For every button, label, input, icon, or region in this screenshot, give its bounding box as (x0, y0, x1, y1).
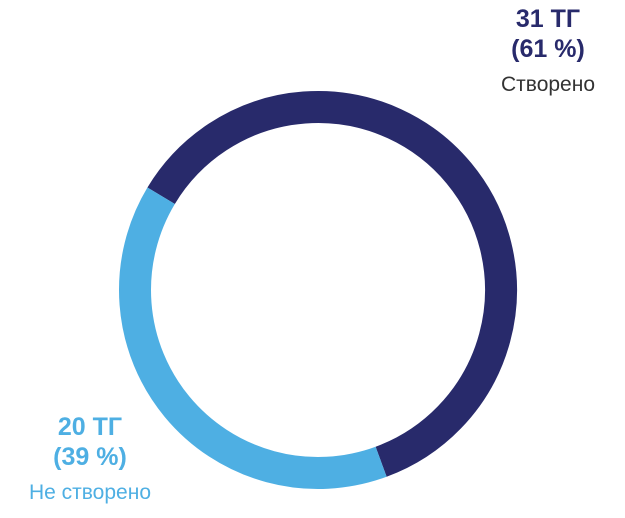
label-not-created: 20 ТГ (39 %) Не створено (10, 412, 170, 505)
percent-not-created: (39 %) (53, 443, 127, 471)
value-created: 31 ТГ (515, 5, 581, 33)
legend-not-created: Не створено (28, 481, 152, 504)
percent-created: (61 %) (511, 35, 585, 63)
label-created: 31 ТГ (61 %) Створено (478, 4, 618, 97)
legend-created: Створено (500, 73, 596, 96)
value-not-created: 20 ТГ (57, 413, 123, 441)
slice-not-created (119, 187, 387, 489)
slice-created (147, 91, 517, 477)
